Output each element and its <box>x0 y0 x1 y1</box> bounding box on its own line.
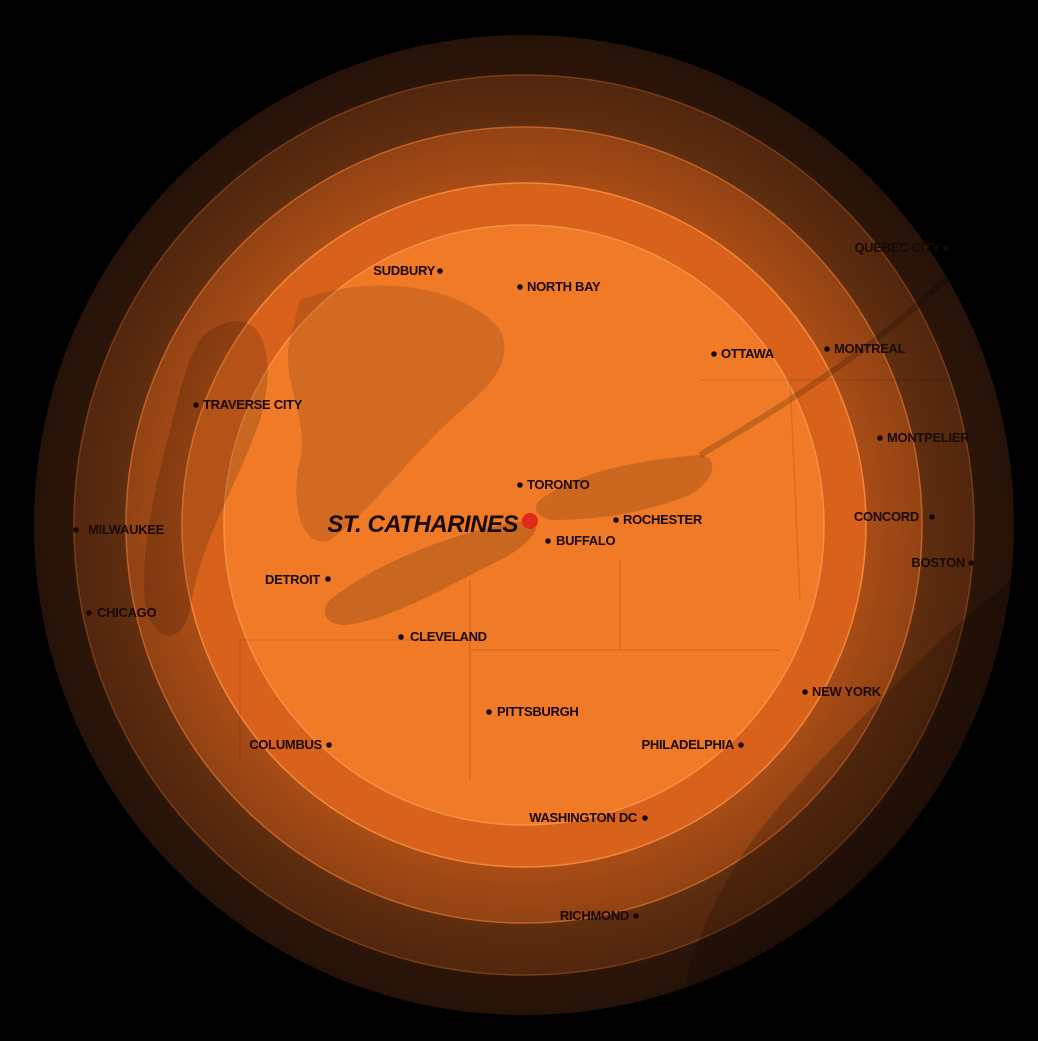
city-dot-icon <box>326 742 332 748</box>
city-label: TORONTO <box>527 477 590 492</box>
city-pittsburgh[interactable]: PITTSBURGH <box>486 704 579 719</box>
city-label: SUDBURY <box>373 263 435 278</box>
city-montreal[interactable]: MONTREAL <box>824 341 906 356</box>
city-dot-icon <box>86 610 92 616</box>
city-label: NEW YORK <box>812 684 882 699</box>
city-concord[interactable]: CONCORD <box>854 509 935 524</box>
city-dot-icon <box>802 689 808 695</box>
city-traverse-city[interactable]: TRAVERSE CITY <box>193 397 303 412</box>
center-city-label: ST. CATHARINES <box>327 511 518 538</box>
city-rochester[interactable]: ROCHESTER <box>613 512 703 527</box>
city-sudbury[interactable]: SUDBURY <box>373 263 443 278</box>
city-dot-icon <box>633 913 639 919</box>
city-dot-icon <box>943 245 949 251</box>
city-label: TRAVERSE CITY <box>203 397 303 412</box>
city-richmond[interactable]: RICHMOND <box>560 908 639 923</box>
city-label: MONTREAL <box>834 341 906 356</box>
city-detroit[interactable]: DETROIT <box>265 572 331 587</box>
city-dot-icon <box>437 268 443 274</box>
city-north-bay[interactable]: NORTH BAY <box>517 279 601 294</box>
city-label: CHICAGO <box>97 605 156 620</box>
city-label: COLUMBUS <box>249 737 322 752</box>
city-label: RICHMOND <box>560 908 629 923</box>
city-quebec-city[interactable]: QUEBEC CITY <box>854 240 949 255</box>
city-dot-icon <box>486 709 492 715</box>
city-label: MILWAUKEE <box>88 522 165 537</box>
city-label: WASHINGTON DC <box>529 810 638 825</box>
city-philadelphia[interactable]: PHILADELPHIA <box>642 737 744 752</box>
city-dot-icon <box>968 560 974 566</box>
city-markers: SUDBURY NORTH BAY QUEBEC CITY OTTAWA MON… <box>73 240 974 923</box>
city-label: PITTSBURGH <box>497 704 579 719</box>
center-city-st-catharines[interactable]: ST. CATHARINES <box>327 511 538 538</box>
city-dot-icon <box>545 538 551 544</box>
city-ottawa[interactable]: OTTAWA <box>711 346 775 361</box>
city-dot-icon <box>711 351 717 357</box>
city-label: MONTPELIER <box>887 430 970 445</box>
city-dot-icon <box>517 482 523 488</box>
city-dot-icon <box>193 402 199 408</box>
city-dot-icon <box>929 514 935 520</box>
city-milwaukee[interactable]: MILWAUKEE <box>73 522 165 537</box>
city-chicago[interactable]: CHICAGO <box>86 605 157 620</box>
city-dot-icon <box>398 634 404 640</box>
city-columbus[interactable]: COLUMBUS <box>249 737 332 752</box>
city-dot-icon <box>517 284 523 290</box>
city-toronto[interactable]: TORONTO <box>517 477 590 492</box>
city-dot-icon <box>73 527 79 533</box>
city-buffalo[interactable]: BUFFALO <box>545 533 616 548</box>
city-montpelier[interactable]: MONTPELIER <box>877 430 970 445</box>
city-label: PHILADELPHIA <box>642 737 735 752</box>
city-washington-dc[interactable]: WASHINGTON DC <box>529 810 648 825</box>
city-dot-icon <box>738 742 744 748</box>
city-dot-icon <box>642 815 648 821</box>
city-dot-icon <box>877 435 883 441</box>
city-dot-icon <box>325 576 331 582</box>
city-label: QUEBEC CITY <box>854 240 940 255</box>
red-dot-marker-icon <box>522 513 538 529</box>
city-label: NORTH BAY <box>527 279 601 294</box>
city-label: ROCHESTER <box>623 512 703 527</box>
city-dot-icon <box>613 517 619 523</box>
city-label: DETROIT <box>265 572 320 587</box>
city-label: CLEVELAND <box>410 629 487 644</box>
city-label: BOSTON <box>911 555 965 570</box>
city-dot-icon <box>824 346 830 352</box>
city-label: OTTAWA <box>721 346 775 361</box>
city-label: BUFFALO <box>556 533 615 548</box>
city-label: CONCORD <box>854 509 919 524</box>
city-cleveland[interactable]: CLEVELAND <box>398 629 487 644</box>
city-boston[interactable]: BOSTON <box>911 555 974 570</box>
city-new-york[interactable]: NEW YORK <box>802 684 882 699</box>
